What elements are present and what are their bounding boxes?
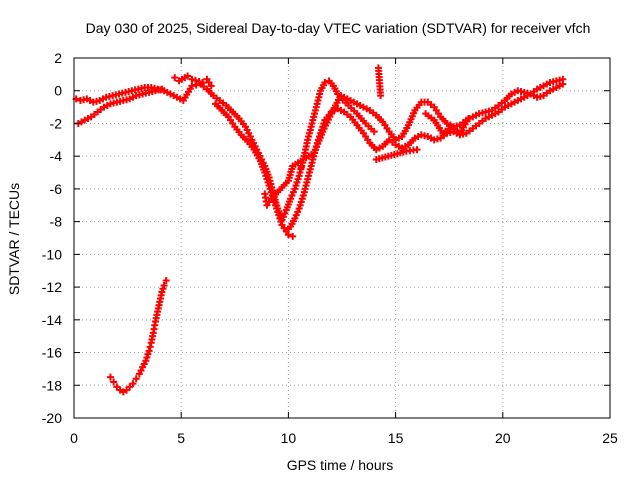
x-tick-label: 15	[388, 430, 404, 446]
chart: Day 030 of 2025, Sidereal Day-to-day VTE…	[0, 0, 640, 480]
y-tick-label: -18	[42, 377, 62, 393]
y-tick-label: 0	[54, 83, 62, 99]
y-tick-label: -8	[50, 214, 63, 230]
y-tick-label: -6	[50, 181, 63, 197]
y-tick-label: -14	[42, 312, 62, 328]
y-tick-label: -10	[42, 246, 62, 262]
chart-background	[0, 0, 640, 480]
x-tick-label: 0	[70, 430, 78, 446]
y-tick-label: -2	[50, 115, 63, 131]
x-tick-label: 20	[495, 430, 511, 446]
y-tick-label: -12	[42, 279, 62, 295]
x-tick-label: 25	[602, 430, 618, 446]
y-tick-label: -4	[50, 148, 63, 164]
x-tick-label: 10	[281, 430, 297, 446]
y-tick-label: 2	[54, 50, 62, 66]
y-tick-label: -20	[42, 410, 62, 426]
y-axis-title: SDTVAR / TECUs	[6, 183, 22, 295]
x-tick-label: 5	[177, 430, 185, 446]
x-axis-title: GPS time / hours	[287, 457, 394, 473]
y-tick-label: -16	[42, 345, 62, 361]
chart-title: Day 030 of 2025, Sidereal Day-to-day VTE…	[86, 20, 591, 36]
